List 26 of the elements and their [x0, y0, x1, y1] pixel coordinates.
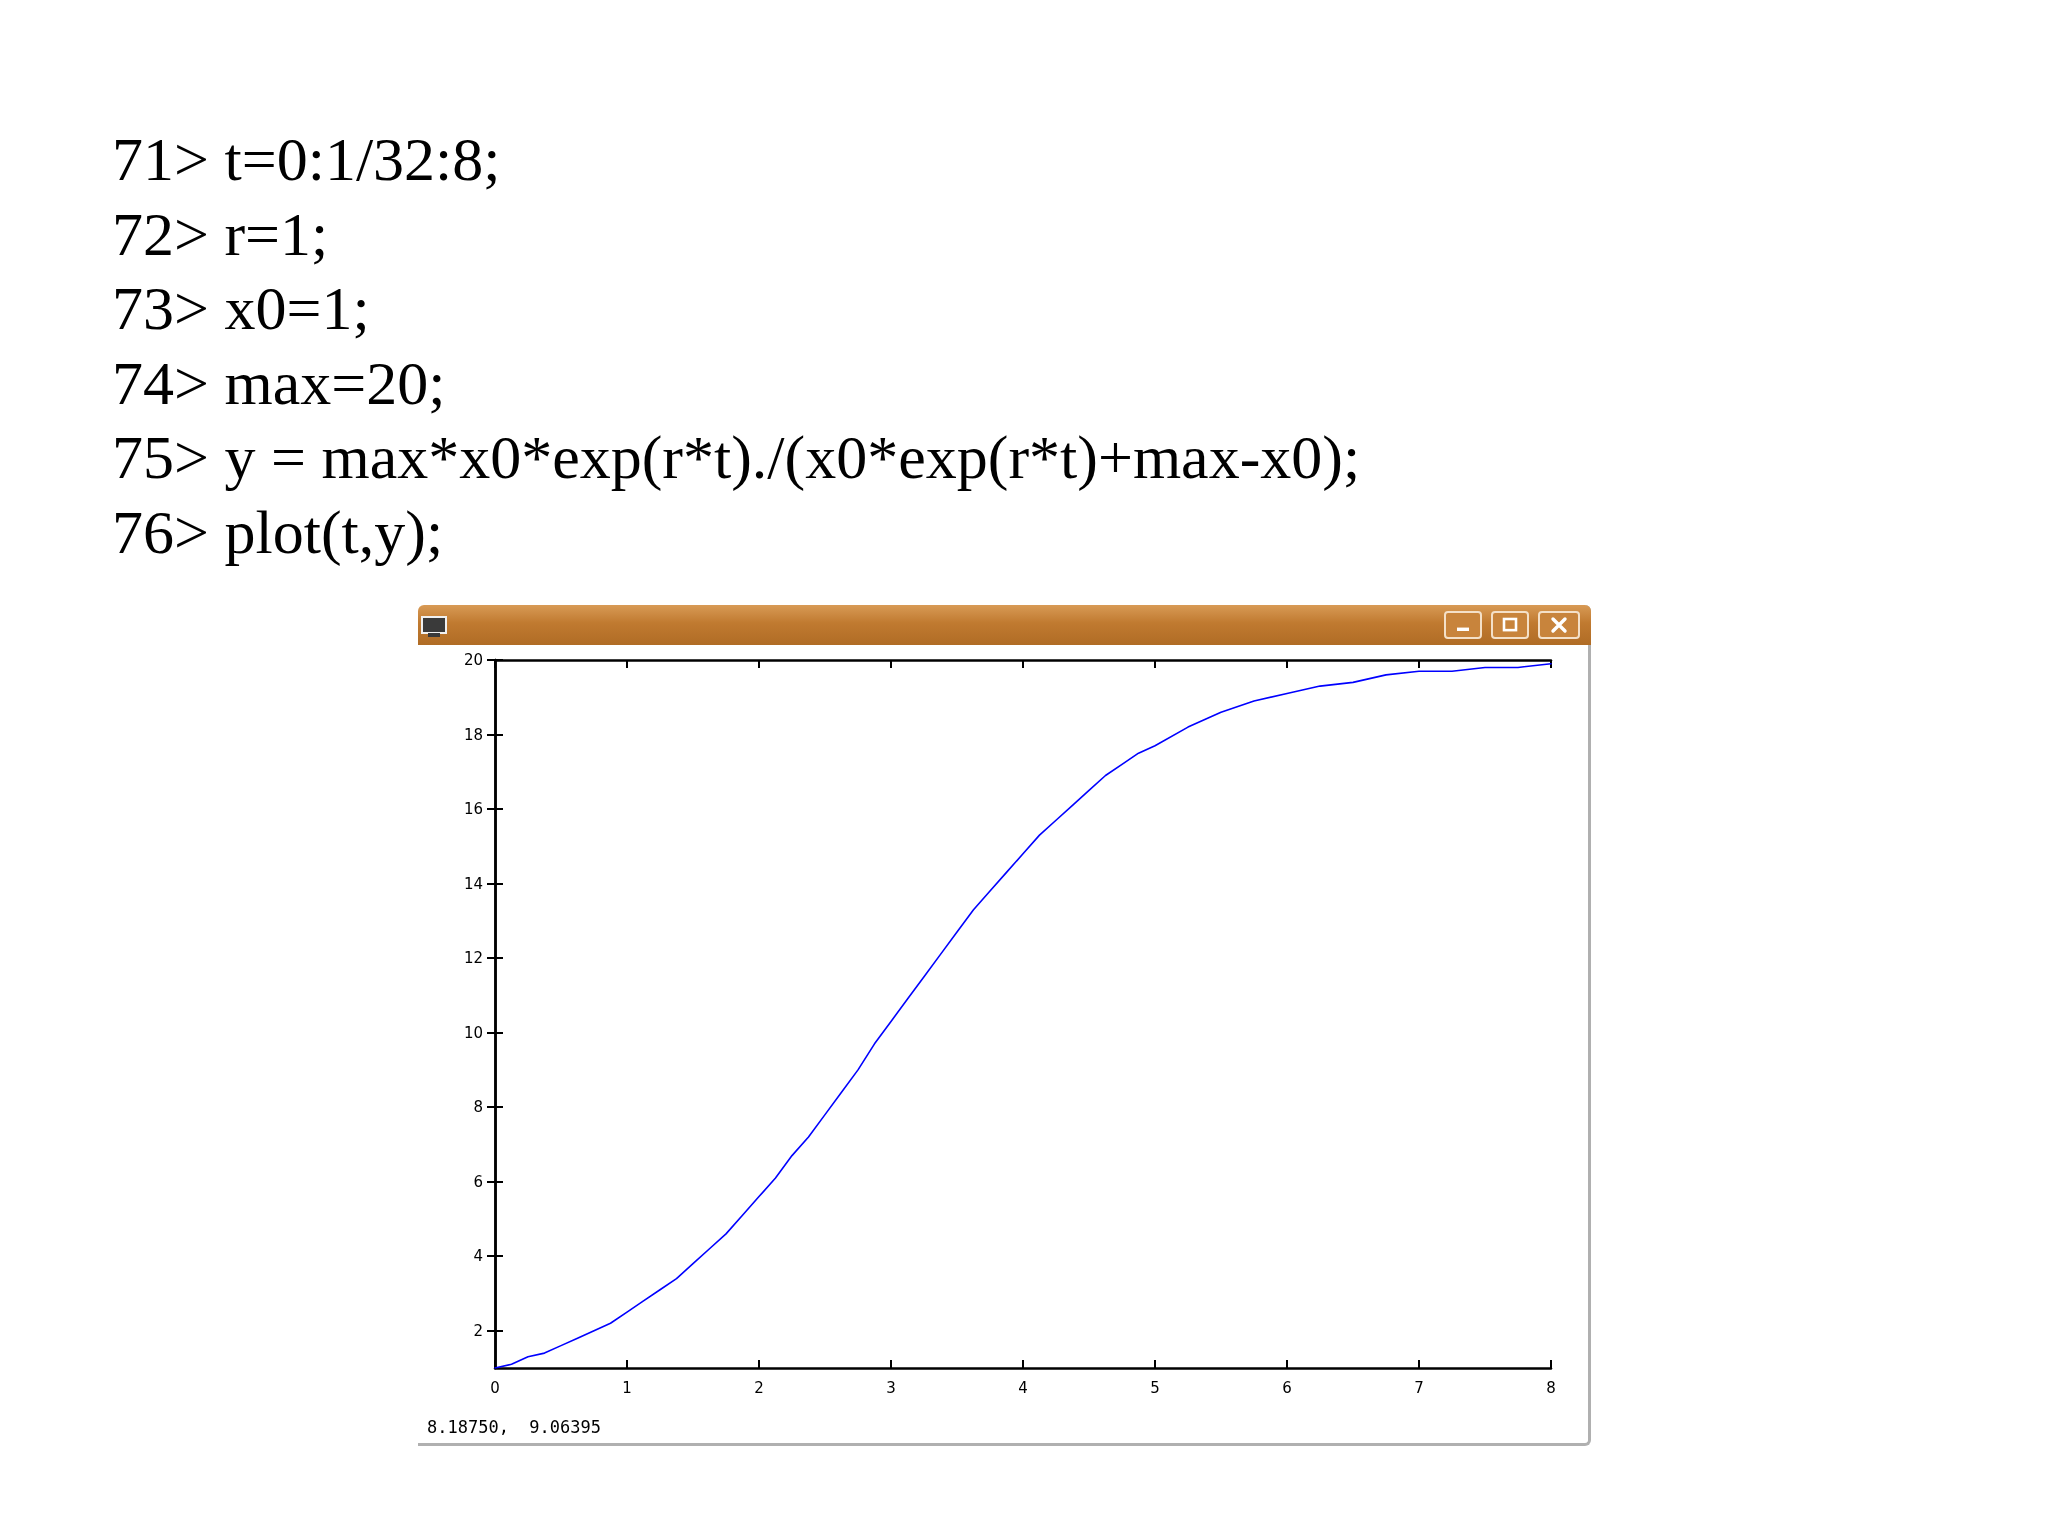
y-tick-label: 8 [473, 1098, 483, 1117]
x-tick-label: 8 [1546, 1378, 1556, 1397]
text: 71> t=0:1/32:8; [112, 124, 502, 195]
text: 74> max=20; [112, 347, 447, 419]
y-tick-label: 6 [473, 1172, 483, 1191]
x-tick-label: 2 [754, 1378, 764, 1397]
x-tick-label: 3 [886, 1378, 896, 1397]
x-tick-label: 6 [1282, 1378, 1292, 1397]
y-tick-label: 20 [463, 651, 483, 669]
text: 75> y = max*x0*exp(r*t)./(x0*exp(r*t)+max-x0); [112, 422, 1361, 493]
y-tick-label: 16 [463, 800, 483, 819]
text: 73> x0=1; [112, 273, 371, 344]
x-tick-label: 1 [622, 1378, 632, 1397]
y-tick-label: 4 [473, 1247, 483, 1266]
y-tick-label: 18 [463, 725, 483, 744]
x-tick-label: 0 [490, 1378, 500, 1397]
text: 76> plot(t,y); [112, 496, 445, 568]
x-tick-label: 7 [1414, 1378, 1424, 1397]
text: 72> r=1; [112, 198, 330, 270]
y-tick-label: 12 [463, 949, 483, 968]
y-tick-label: 2 [473, 1321, 483, 1340]
text: 8.18750, 9.06395 [427, 1417, 601, 1437]
y-tick-label: 14 [463, 874, 483, 893]
x-tick-label: 5 [1150, 1378, 1160, 1397]
x-tick-label: 4 [1018, 1378, 1028, 1397]
y-tick-label: 10 [463, 1023, 483, 1042]
